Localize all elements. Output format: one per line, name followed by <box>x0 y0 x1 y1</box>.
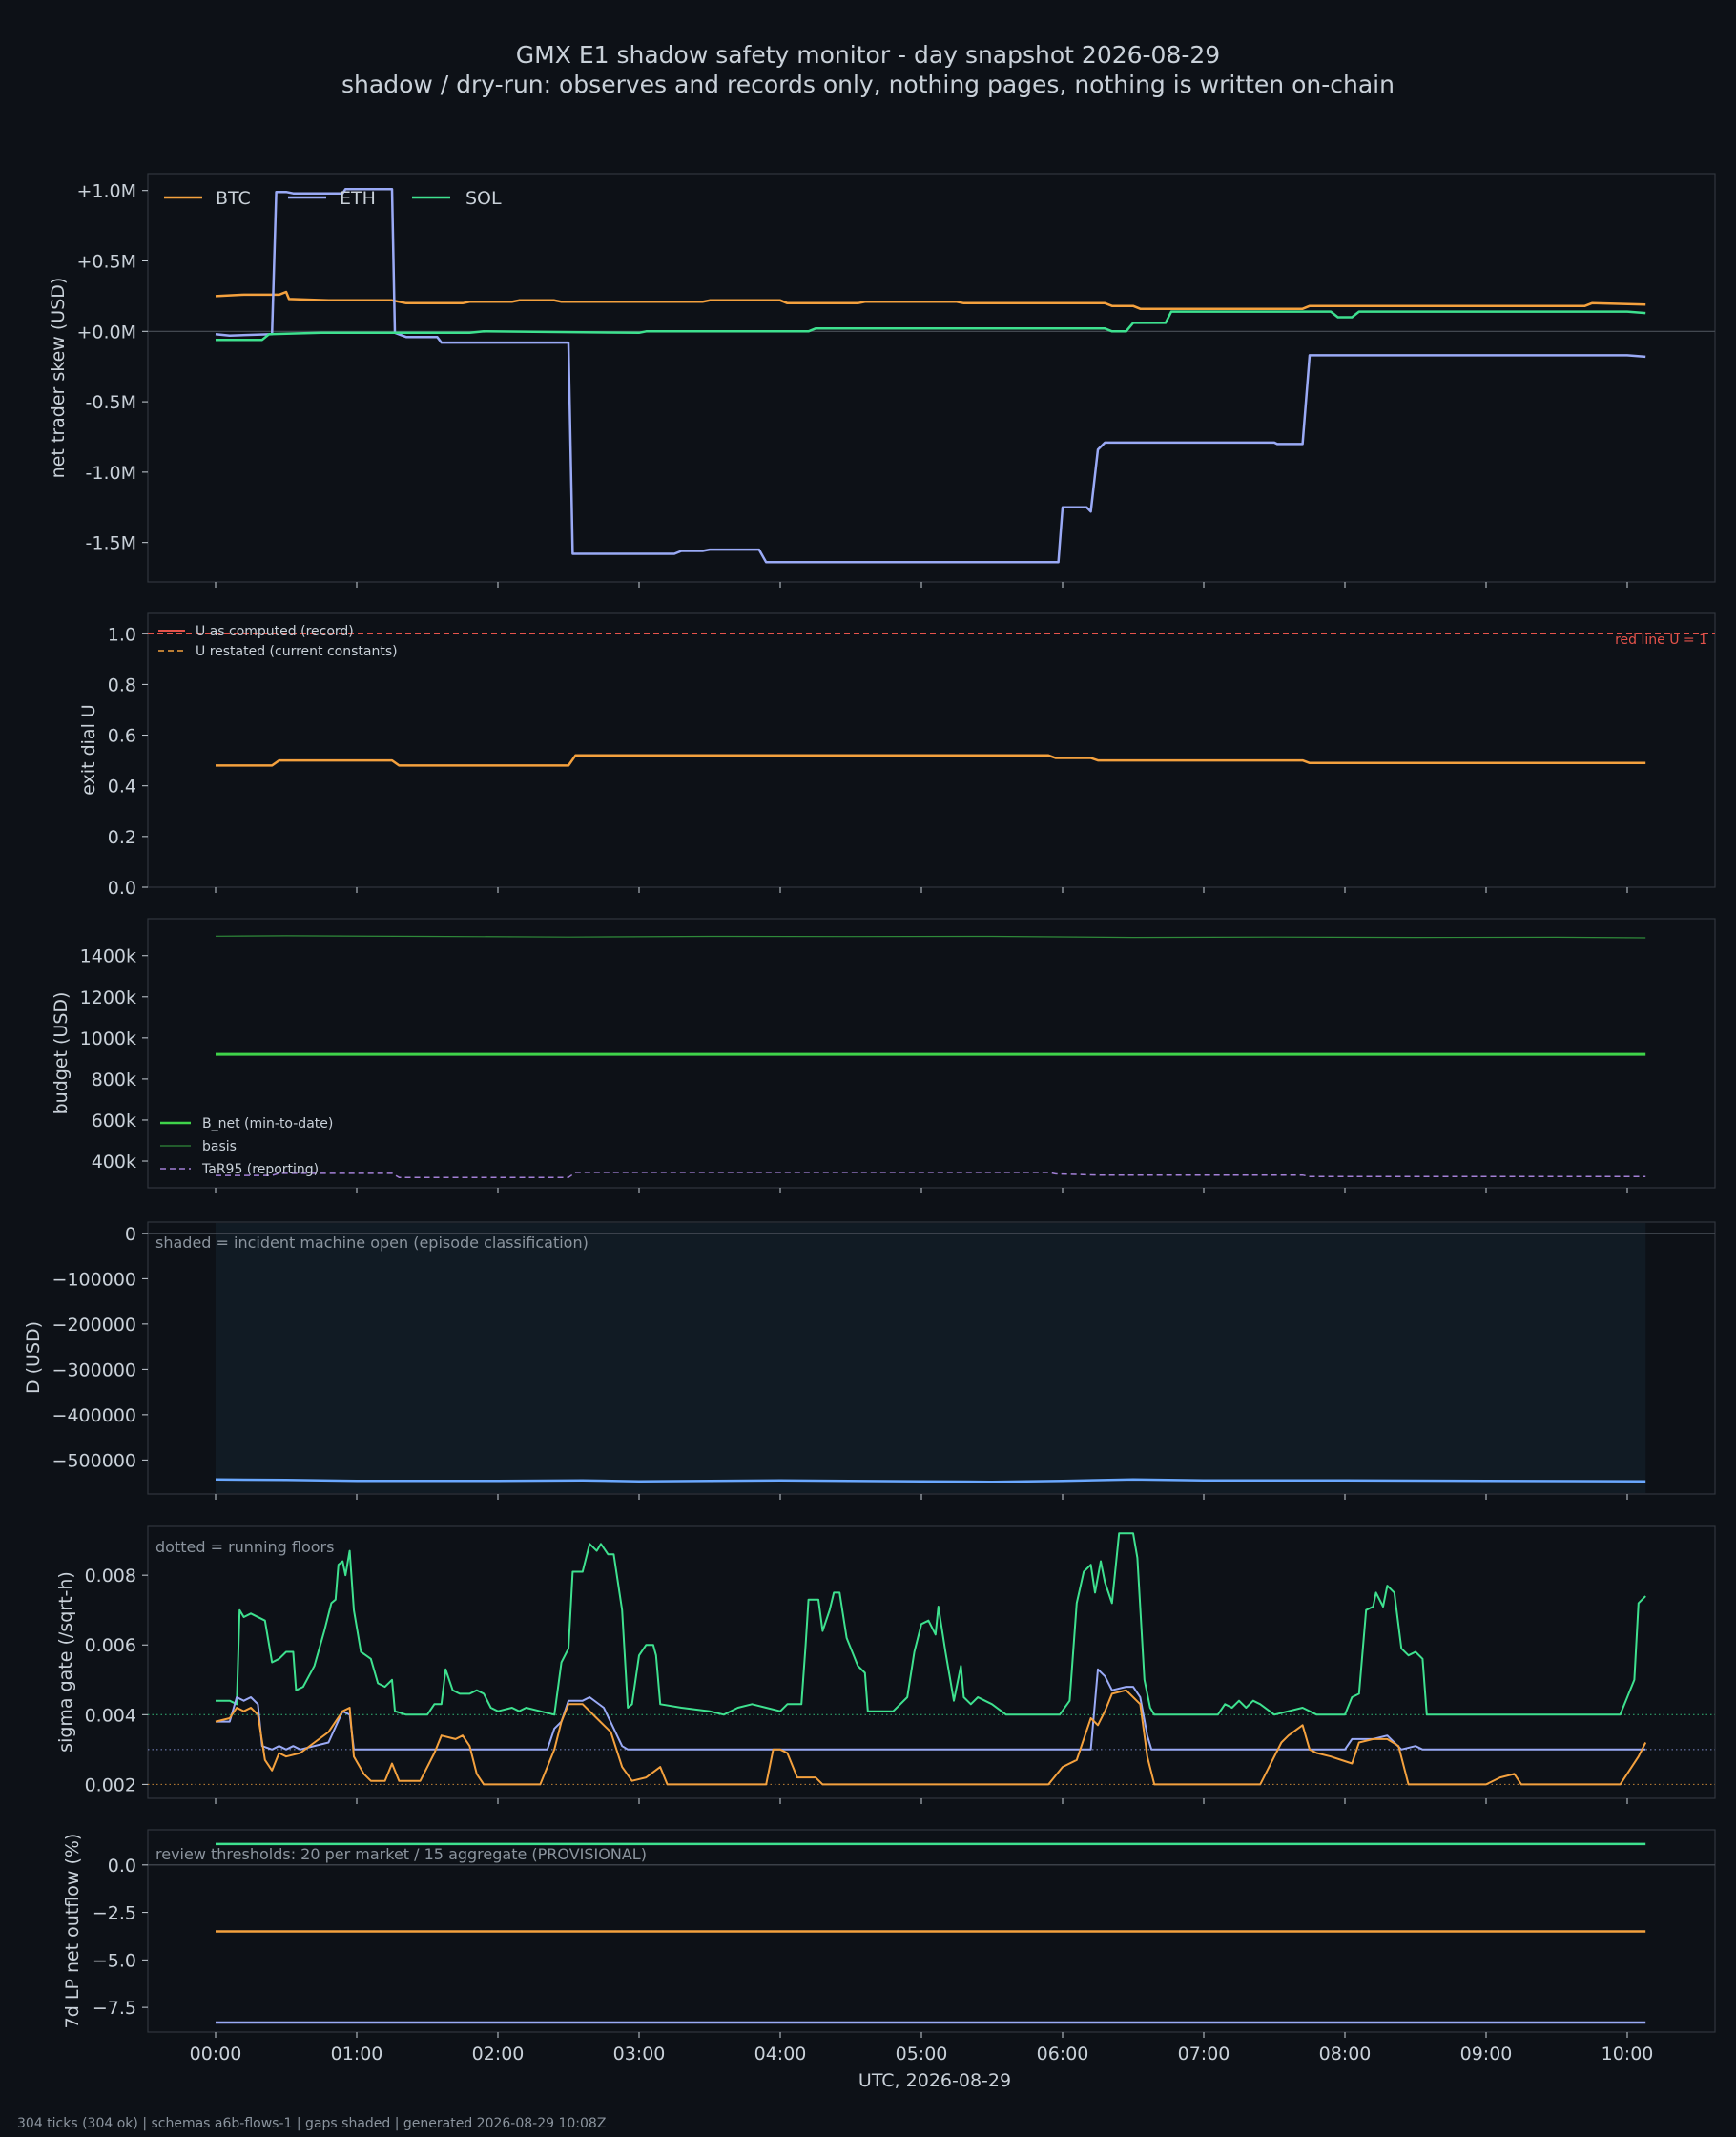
y-tick-label: −100000 <box>52 1269 136 1290</box>
y-tick-label: 1000k <box>80 1028 136 1049</box>
legend-label-tar95: TaR95 (reporting) <box>201 1162 319 1177</box>
y-tick-label: −200000 <box>52 1315 136 1336</box>
legend-label-btc: BTC <box>216 188 251 209</box>
y-axis-label-exit-dial: exit dial U <box>78 704 99 796</box>
y-tick-label: −500000 <box>52 1450 136 1471</box>
x-tick-label: 09:00 <box>1460 2044 1513 2064</box>
y-axis-label-sigma: sigma gate (/sqrt-h) <box>55 1571 76 1753</box>
y-tick-label: +0.0M <box>76 322 136 342</box>
series-line-btc <box>215 290 1646 310</box>
chart-title: GMX E1 shadow safety monitor - day snaps… <box>516 41 1220 69</box>
legend-label-eth: ETH <box>340 188 376 209</box>
x-tick-label: 06:00 <box>1037 2044 1089 2064</box>
annotation-review-thresholds: review thresholds: 20 per market / 15 ag… <box>155 1845 647 1863</box>
y-tick-label: 0.002 <box>85 1774 136 1795</box>
y-axis-label-outflow: 7d LP net outflow (%) <box>62 1834 83 2029</box>
y-axis-label-skew: net trader skew (USD) <box>48 278 69 479</box>
y-tick-label: 0 <box>125 1224 136 1245</box>
legend-label-u-computed: U as computed (record) <box>196 624 354 639</box>
x-tick-label: 07:00 <box>1178 2044 1230 2064</box>
y-tick-label: 800k <box>92 1069 136 1090</box>
y-tick-label: 0.6 <box>108 726 136 747</box>
y-axis-label-d: D (USD) <box>23 1321 44 1394</box>
plot-layer: +1.0M +0.5M +0.0M -0.5M -1.0M -1.5M 0.0 0.2 0.4 0… <box>52 181 1715 2064</box>
y-tick-label: 0.4 <box>108 777 136 798</box>
series-line-sol <box>216 310 1646 342</box>
x-tick-label: 01:00 <box>331 2044 383 2064</box>
y-tick-label: −300000 <box>52 1359 136 1380</box>
series-line-u-restated-current-constants- <box>216 754 1646 767</box>
x-tick-label: 05:00 <box>896 2044 948 2064</box>
x-tick-label: 03:00 <box>613 2044 666 2064</box>
legend-label-b-net: B_net (min-to-date) <box>202 1116 333 1131</box>
incident-shaded-region <box>216 1223 1646 1493</box>
legend-label-u-restated: U restated (current constants) <box>196 644 398 659</box>
y-tick-label: −2.5 <box>93 1903 136 1924</box>
panel-exit-dial-frame <box>147 612 1716 888</box>
y-tick-label: −7.5 <box>93 1998 136 2019</box>
series-line-series-2 <box>215 1689 1647 1786</box>
y-axis-label-budget: budget (USD) <box>51 992 72 1115</box>
y-tick-label: 400k <box>92 1151 136 1172</box>
y-tick-label: 1.0 <box>108 624 136 645</box>
series-line-basis <box>215 935 1646 939</box>
y-tick-label: 0.006 <box>85 1635 136 1656</box>
y-tick-label: 0.2 <box>108 827 136 848</box>
panel-sigma-frame <box>147 1525 1716 1799</box>
series-line-series-0 <box>216 1532 1646 1716</box>
y-tick-label: 0.0 <box>108 878 136 899</box>
legend-label-sol: SOL <box>465 188 502 209</box>
y-tick-label: 1400k <box>80 946 136 967</box>
series-line-eth <box>215 187 1646 564</box>
series-line-tar95-reporting- <box>216 1172 1646 1178</box>
x-axis-label: UTC, 2026-08-29 <box>858 2070 1011 2091</box>
y-tick-label: -0.5M <box>86 392 136 413</box>
y-tick-label: 600k <box>92 1110 136 1131</box>
series-line-series-0 <box>215 1478 1646 1483</box>
y-tick-label: +0.5M <box>76 252 136 273</box>
x-tick-label: 04:00 <box>754 2044 807 2064</box>
legend-label-basis: basis <box>202 1139 237 1154</box>
y-tick-label: +1.0M <box>76 181 136 202</box>
red-line-label: red line U = 1 <box>1615 633 1707 648</box>
annotation-running-floors: dotted = running floors <box>155 1538 334 1556</box>
x-tick-label: 10:00 <box>1602 2044 1654 2064</box>
y-tick-label: 0.004 <box>85 1705 136 1726</box>
y-tick-label: 0.8 <box>108 674 136 695</box>
x-tick-label: 02:00 <box>472 2044 525 2064</box>
y-tick-label: 0.0 <box>108 1856 136 1877</box>
panel-skew-frame <box>147 173 1716 583</box>
series-line-series-1 <box>216 1668 1646 1751</box>
footer-status: 304 ticks (304 ok) | schemas a6b-flows-1… <box>17 2116 606 2131</box>
y-tick-label: 0.008 <box>85 1566 136 1587</box>
x-tick-label: 08:00 <box>1319 2044 1372 2064</box>
y-tick-label: −5.0 <box>93 1950 136 1971</box>
y-tick-label: −400000 <box>52 1405 136 1426</box>
y-tick-label: -1.5M <box>86 533 136 554</box>
y-tick-label: 1200k <box>80 987 136 1008</box>
y-tick-label: -1.0M <box>86 463 136 484</box>
chart-subtitle: shadow / dry-run: observes and records o… <box>341 71 1395 98</box>
annotation-incident-shading: shaded = incident machine open (episode … <box>155 1234 589 1252</box>
x-tick-label: 00:00 <box>190 2044 242 2064</box>
